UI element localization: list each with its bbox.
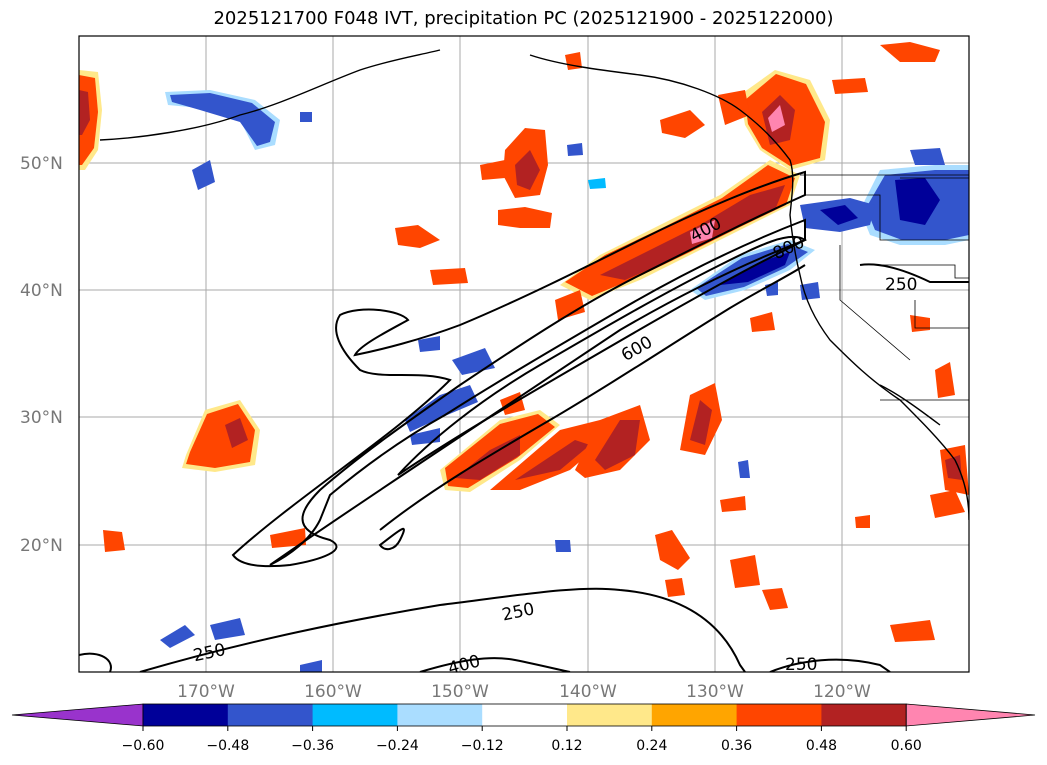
colorbar-tick-label: −0.48 <box>206 738 249 754</box>
colorbar-tick-label: 0.24 <box>636 738 667 754</box>
colorbar-extend-high <box>905 703 1036 727</box>
contour-label-250-se: 250 <box>785 655 817 675</box>
lat-label-20n: 20°N <box>20 536 63 556</box>
colorbar-tick-label: 0.12 <box>551 738 582 754</box>
lon-label-130w: 130°W <box>686 682 744 702</box>
precip-positive-ocean <box>79 70 969 642</box>
lon-label-160w: 160°W <box>304 682 362 702</box>
coastlines <box>99 49 969 521</box>
map-border <box>78 35 970 673</box>
map-title: 2025121700 F048 IVT, precipitation PC (2… <box>213 8 834 29</box>
colorbar-tick-label: 0.48 <box>806 738 837 754</box>
colorbar-segment <box>736 704 822 726</box>
lat-label-30n: 30°N <box>20 408 63 428</box>
lon-label-140w: 140°W <box>559 682 617 702</box>
precip-positive-coast <box>565 42 940 170</box>
lat-label-50n: 50°N <box>20 154 63 174</box>
colorbar-extend-low <box>11 703 144 727</box>
colorbar-segment <box>227 704 314 726</box>
colorbar-segment <box>482 704 568 726</box>
colorbar-segment <box>821 704 907 726</box>
lon-label-120w: 120°W <box>813 682 871 702</box>
lat-label-40n: 40°N <box>20 281 63 301</box>
colorbar-tick-label: 0.60 <box>891 738 922 754</box>
colorbar-tick-label: −0.24 <box>376 738 419 754</box>
colorbar-tick-label: −0.60 <box>122 738 165 754</box>
colorbar: −0.60 −0.48 −0.36 −0.24 −0.12 0.12 0.24 0.36 0.4… <box>11 703 1036 754</box>
lon-label-150w: 150°W <box>431 682 489 702</box>
colorbar-segment <box>651 704 738 726</box>
ivt-contours <box>79 170 969 672</box>
colorbar-tick-label: −0.12 <box>461 738 504 754</box>
colorbar-tick-label: −0.36 <box>291 738 334 754</box>
colorbar-segment <box>312 704 398 726</box>
lon-label-170w: 170°W <box>177 682 235 702</box>
colorbar-tick-label: 0.36 <box>721 738 752 754</box>
precip-negative <box>160 90 969 672</box>
colorbar-segment <box>567 704 653 726</box>
contour-label-250-east: 250 <box>885 275 917 295</box>
colorbar-segment <box>143 704 229 726</box>
colorbar-frame <box>142 703 907 727</box>
boundaries <box>800 174 969 401</box>
colorbar-segment <box>397 704 483 726</box>
